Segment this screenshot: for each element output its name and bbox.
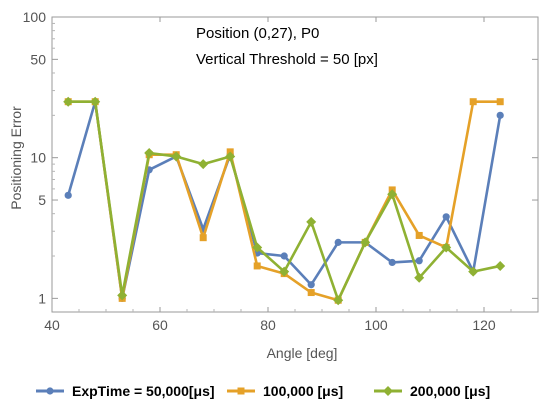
- data-point: [90, 96, 101, 107]
- y-tick-label: 1: [38, 290, 46, 306]
- y-axis-title: Positioning Error: [8, 106, 24, 210]
- data-point: [496, 111, 504, 119]
- axes: 40 60 80 100 120 1 5 10 50 100: [23, 9, 539, 333]
- data-point: [442, 213, 450, 221]
- data-point: [388, 258, 396, 267]
- y-tick-label: 5: [38, 192, 46, 208]
- data-point: [415, 231, 423, 239]
- x-tick-label: 40: [44, 317, 60, 333]
- y-tick-label: 50: [30, 51, 46, 67]
- data-point: [279, 266, 290, 277]
- legend-label: 200,000 [μs]: [410, 383, 490, 399]
- data-point: [199, 234, 207, 242]
- data-point: [117, 290, 128, 301]
- data-point: [334, 238, 342, 246]
- data-point: [441, 242, 452, 253]
- data-point: [307, 289, 315, 297]
- legend-item-2: 100,000 [μs]: [227, 383, 343, 399]
- data-point: [306, 216, 317, 227]
- plot-series: [63, 96, 506, 306]
- data-point: [63, 96, 74, 107]
- legend-swatch-marker: [46, 387, 54, 395]
- legend-item-3: 200,000 [μs]: [374, 383, 490, 399]
- annotation-threshold: Vertical Threshold = 50 [px]: [196, 51, 378, 68]
- data-point: [414, 272, 425, 283]
- annotations: Position (0,27), P0 Vertical Threshold =…: [196, 25, 378, 68]
- y-tick-label: 100: [23, 9, 47, 25]
- data-point: [495, 260, 506, 271]
- annotation-position: Position (0,27), P0: [196, 25, 319, 42]
- data-point: [307, 281, 315, 289]
- x-axis-title: Angle [deg]: [267, 345, 338, 361]
- series-3: [63, 96, 506, 306]
- data-point: [198, 159, 209, 170]
- legend-swatch-marker: [383, 386, 393, 396]
- data-point: [360, 237, 371, 248]
- data-point: [333, 295, 344, 306]
- x-tick-label: 60: [152, 317, 168, 333]
- data-point: [496, 98, 504, 106]
- x-tick-label: 100: [364, 317, 388, 333]
- data-point: [144, 147, 155, 158]
- data-point: [469, 98, 477, 106]
- data-point: [387, 189, 398, 200]
- data-point: [225, 151, 236, 162]
- data-point: [280, 252, 288, 260]
- legend-item-1: ExpTime = 50,000[μs]: [36, 383, 215, 399]
- data-point: [415, 257, 423, 265]
- x-tick-label: 120: [472, 317, 496, 333]
- data-point: [252, 242, 263, 253]
- legend: ExpTime = 50,000[μs] 100,000 [μs] 200,000 …: [36, 383, 490, 399]
- data-point: [64, 191, 72, 199]
- x-tick-label: 80: [260, 317, 276, 333]
- legend-swatch-marker: [237, 387, 245, 395]
- y-tick-label: 10: [30, 150, 46, 166]
- data-point: [253, 262, 261, 270]
- legend-label: 100,000 [μs]: [263, 383, 343, 399]
- legend-label: ExpTime = 50,000[μs]: [72, 383, 215, 399]
- data-point: [468, 266, 479, 277]
- data-point: [171, 151, 182, 162]
